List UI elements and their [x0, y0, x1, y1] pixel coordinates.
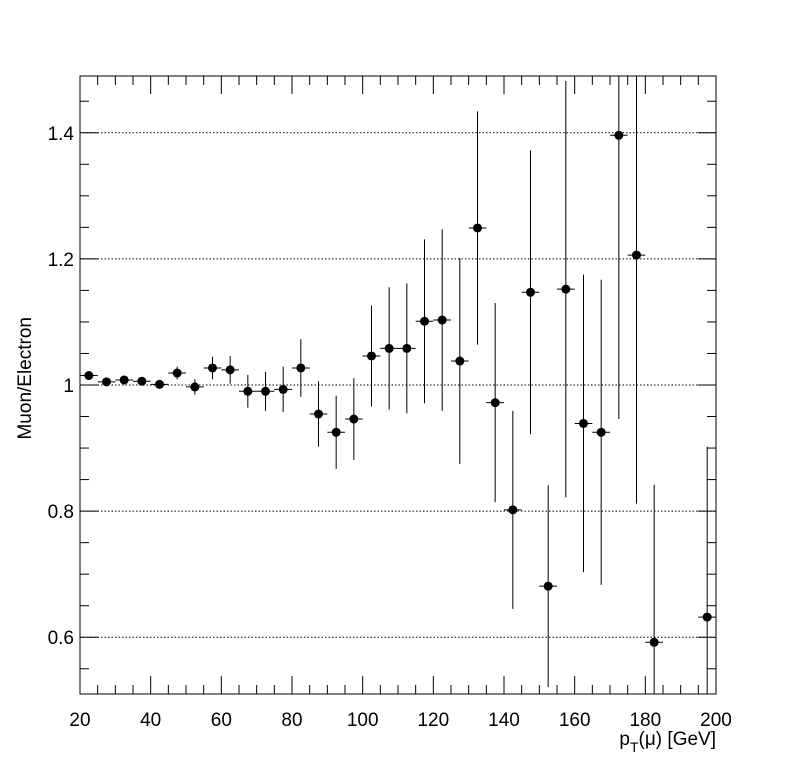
data-point — [155, 379, 164, 389]
data-point — [702, 612, 712, 622]
data-point — [261, 386, 270, 396]
x-axis-title: pT(μ) [GeV] — [619, 729, 716, 755]
x-axis-title-rest: (μ) [GeV] — [639, 729, 716, 750]
data-point — [102, 377, 111, 387]
data-point — [349, 414, 359, 424]
x-tick-label: 180 — [629, 710, 661, 731]
x-tick-label: 40 — [140, 710, 161, 731]
y-tick-label: 0.6 — [48, 628, 74, 649]
ticks-layer — [79, 76, 717, 694]
data-point — [314, 409, 323, 419]
y-tick-label: 1.4 — [48, 124, 75, 145]
data-point — [225, 365, 235, 375]
data-point — [402, 343, 412, 353]
grid-layer — [80, 132, 716, 638]
data-point — [384, 343, 394, 353]
data-point — [420, 316, 429, 326]
data-point — [84, 371, 94, 381]
y-tick-label: 0.8 — [48, 502, 74, 523]
x-tick-label: 160 — [559, 710, 591, 731]
data-point — [296, 363, 306, 373]
data-point — [579, 418, 588, 428]
data-point — [596, 427, 606, 437]
data-point — [190, 382, 200, 392]
y-axis-title: Muon/Electron — [15, 317, 36, 440]
y-tick-label: 1.2 — [48, 250, 74, 271]
data-point — [437, 315, 447, 325]
data-point — [137, 376, 147, 386]
x-axis-title-main: p — [619, 729, 630, 750]
data-point — [561, 284, 571, 294]
x-axis-title-subscript: T — [630, 739, 639, 755]
data-point — [490, 398, 500, 408]
data-point — [473, 223, 482, 233]
data-point — [243, 386, 253, 396]
x-tick-label: 20 — [69, 710, 90, 731]
x-tick-label: 60 — [211, 710, 232, 731]
data-point — [543, 581, 553, 591]
x-tick-label: 80 — [281, 710, 302, 731]
x-tick-label: 200 — [700, 710, 732, 731]
data-point — [614, 130, 624, 140]
data-point — [278, 384, 288, 394]
data-point — [172, 368, 182, 378]
x-tick-label: 100 — [347, 710, 379, 731]
data-point — [649, 637, 659, 647]
data-point — [367, 351, 376, 361]
data-point — [208, 363, 217, 373]
data-point — [331, 427, 341, 437]
data-point — [632, 250, 641, 260]
data-layer — [80, 76, 716, 694]
data-point — [508, 505, 518, 515]
tick-labels-layer: 0.6 0.8 1 1.2 1.4 20 40 60 80 100 120 140 160 180 200 — [48, 124, 732, 731]
x-tick-label: 140 — [488, 710, 520, 731]
data-point — [455, 356, 465, 366]
y-tick-label: 1 — [63, 376, 74, 397]
data-point — [526, 287, 535, 297]
data-point — [119, 375, 129, 385]
x-tick-label: 120 — [417, 710, 449, 731]
